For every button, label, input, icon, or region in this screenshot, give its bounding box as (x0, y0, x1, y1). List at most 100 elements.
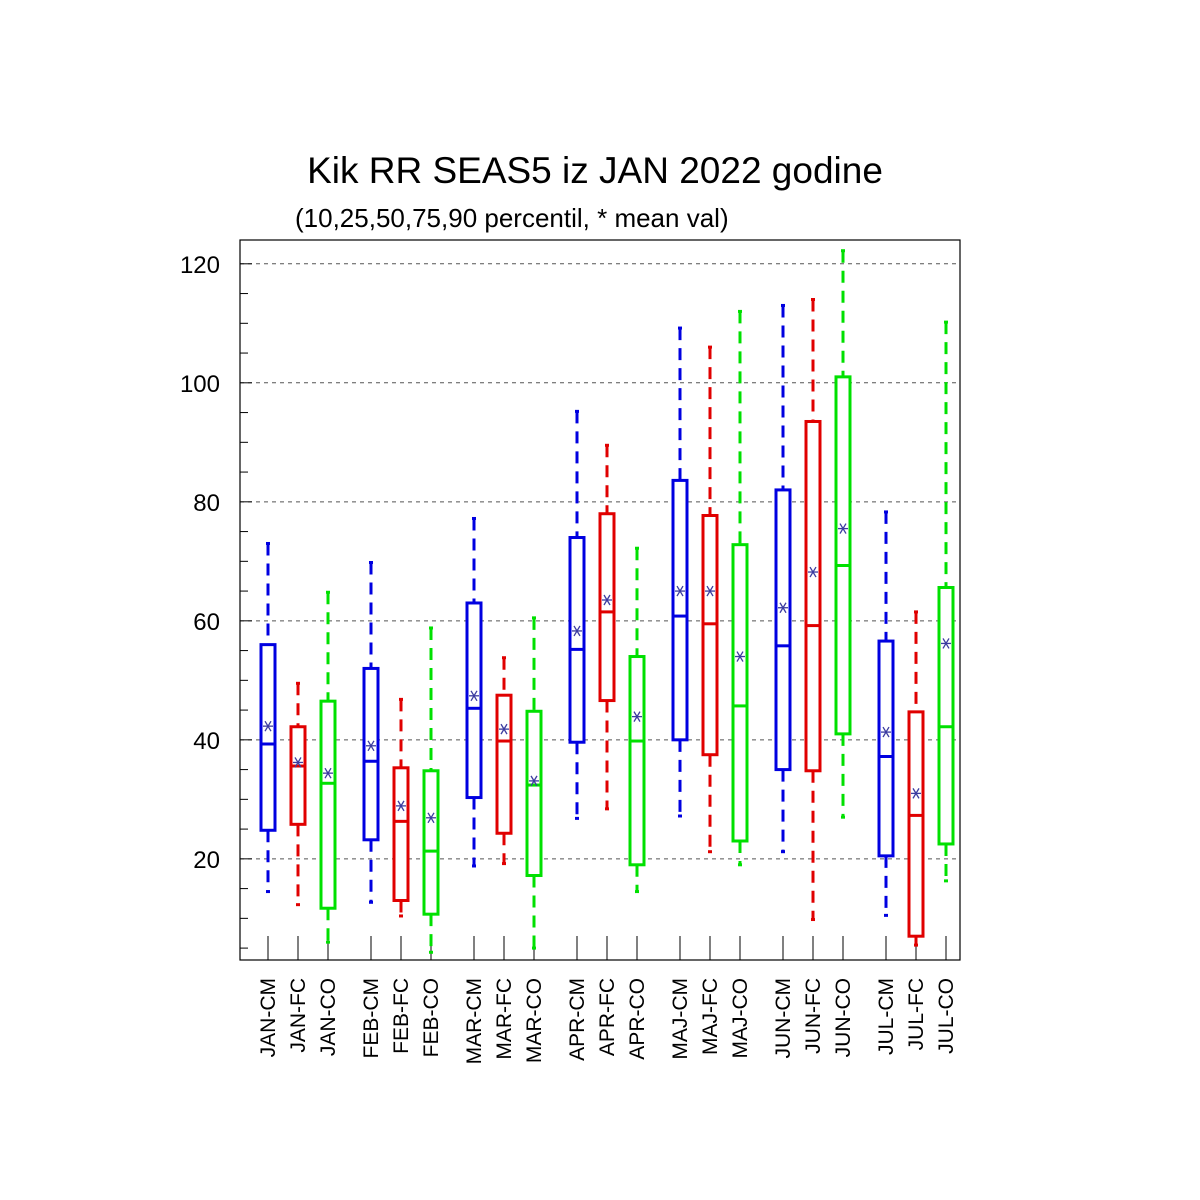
mean-marker (881, 726, 891, 738)
mean-stroke (912, 788, 920, 799)
x-tick-label: APR-FC (596, 978, 619, 1056)
chart-subtitle: (10,25,50,75,90 percentil, * mean val) (295, 203, 729, 233)
box-jan-cm (259, 541, 277, 894)
box-body (392, 766, 410, 902)
box-jul-cm (877, 510, 895, 917)
mean-marker (735, 651, 745, 662)
box-body (525, 709, 543, 878)
x-tick-label: APR-CO (626, 978, 649, 1060)
mean-stroke (839, 523, 847, 534)
x-tick-label: MAJ-FC (699, 978, 722, 1055)
mean-stroke (676, 585, 684, 597)
mean-stroke (882, 726, 890, 738)
box-body (834, 375, 852, 736)
x-tick-label: JUN-FC (802, 978, 825, 1054)
y-tick-label: 20 (193, 847, 220, 874)
box-body (877, 639, 895, 858)
mean-marker (293, 757, 303, 768)
chart-title: Kik RR SEAS5 iz JAN 2022 godine (307, 150, 883, 191)
box-body (804, 419, 822, 773)
box-jun-fc (804, 298, 822, 922)
x-tick-label: APR-CM (566, 978, 589, 1061)
y-tick-label: 40 (193, 728, 220, 755)
x-tick-label: JUN-CM (772, 978, 795, 1058)
box-jun-cm (774, 303, 792, 854)
mean-stroke (809, 566, 817, 578)
mean-marker (911, 788, 921, 799)
box-maj-fc (701, 345, 719, 854)
box-jul-fc (907, 610, 925, 947)
y-tick-label: 80 (193, 490, 220, 517)
box-jul-co (937, 320, 955, 883)
mean-marker (838, 523, 848, 534)
x-tick-label: JUN-CO (832, 978, 855, 1057)
x-tick-label: FEB-FC (390, 978, 413, 1054)
mean-marker (808, 566, 818, 578)
box-body (937, 586, 955, 846)
box-apr-cm (568, 409, 586, 820)
mean-marker (499, 723, 509, 735)
y-tick-label: 60 (193, 609, 220, 636)
mean-stroke (603, 594, 611, 606)
box-mar-cm (465, 516, 483, 868)
x-tick-label: JUL-CM (875, 978, 898, 1055)
mean-stroke (942, 638, 950, 649)
box-feb-co (422, 626, 440, 954)
plot-frame (239, 239, 961, 961)
mean-stroke (633, 711, 641, 722)
mean-marker (469, 690, 479, 702)
mean-stroke (397, 800, 405, 812)
mean-marker (572, 625, 582, 637)
x-tick-label: MAJ-CO (729, 978, 752, 1059)
mean-stroke (736, 651, 744, 662)
x-tick-label: JUL-CO (935, 978, 958, 1054)
mean-marker (366, 740, 376, 752)
mean-marker (529, 775, 539, 787)
box-body (465, 601, 483, 800)
box-jun-co (834, 249, 852, 819)
mean-marker (602, 594, 612, 606)
x-tick-label: JAN-CM (257, 978, 280, 1057)
mean-marker (396, 800, 406, 812)
mean-stroke (470, 690, 478, 702)
x-tick-label: FEB-CO (420, 978, 443, 1057)
x-tick-label: JAN-CO (317, 978, 340, 1056)
mean-marker (778, 602, 788, 614)
x-tick-label: MAJ-CM (669, 978, 692, 1060)
box-feb-cm (362, 561, 380, 904)
mean-marker (632, 711, 642, 722)
x-tick-label: MAR-CO (523, 978, 546, 1063)
box-body (289, 725, 307, 826)
box-body (774, 488, 792, 772)
box-body (628, 655, 646, 867)
boxes (259, 249, 955, 954)
box-body (495, 693, 513, 835)
mean-stroke (264, 720, 272, 732)
mean-stroke (367, 740, 375, 752)
box-body (568, 536, 586, 744)
mean-stroke (573, 625, 581, 637)
mean-marker (426, 812, 436, 824)
x-tick-label: MAR-FC (493, 978, 516, 1060)
x-axis: JAN-CM JAN-FC JAN-CO FEB-CM FEB-FC FEB-CO MAR-… (257, 936, 961, 1064)
mean-stroke (294, 757, 302, 768)
mean-marker (705, 585, 715, 597)
mean-marker (675, 585, 685, 597)
mean-stroke (530, 775, 538, 787)
x-tick-label: JUL-FC (905, 978, 928, 1050)
x-tick-label: FEB-CM (360, 978, 383, 1059)
y-tick-label: 100 (180, 371, 220, 398)
mean-stroke (706, 585, 714, 597)
box-body (362, 666, 380, 842)
mean-marker (263, 720, 273, 732)
box-body (907, 710, 925, 938)
mean-marker (941, 638, 951, 649)
x-tick-label: JAN-FC (287, 978, 310, 1053)
box-mar-co (525, 616, 543, 950)
box-apr-co (628, 546, 646, 894)
box-body (671, 478, 689, 742)
box-body (731, 543, 749, 843)
box-jan-fc (289, 681, 307, 907)
mean-stroke (779, 602, 787, 614)
